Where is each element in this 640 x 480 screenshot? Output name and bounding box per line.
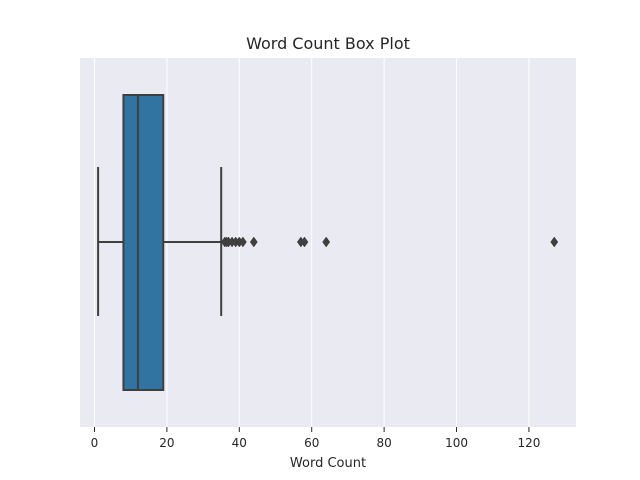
x-axis-ticks: 0 20 40 60 80 100 120 [91,427,540,450]
x-tick-label: 100 [445,436,468,450]
box-layer [97,94,223,391]
outlier-point [550,236,559,248]
interquartile-box [122,94,165,391]
outlier-layer [220,236,559,248]
x-tick-label: 120 [517,436,540,450]
x-tick-label: 0 [91,436,99,450]
outlier-point [239,236,247,248]
x-tick-label: 80 [376,436,391,450]
x-tick-label: 40 [232,436,247,450]
outlier-point [300,236,309,248]
chart-title: Word Count Box Plot [246,34,410,53]
x-axis-label: Word Count [290,456,366,471]
x-tick-label: 20 [159,436,174,450]
outlier-point [249,236,258,248]
x-tick-label: 60 [304,436,319,450]
outlier-point [322,236,331,248]
